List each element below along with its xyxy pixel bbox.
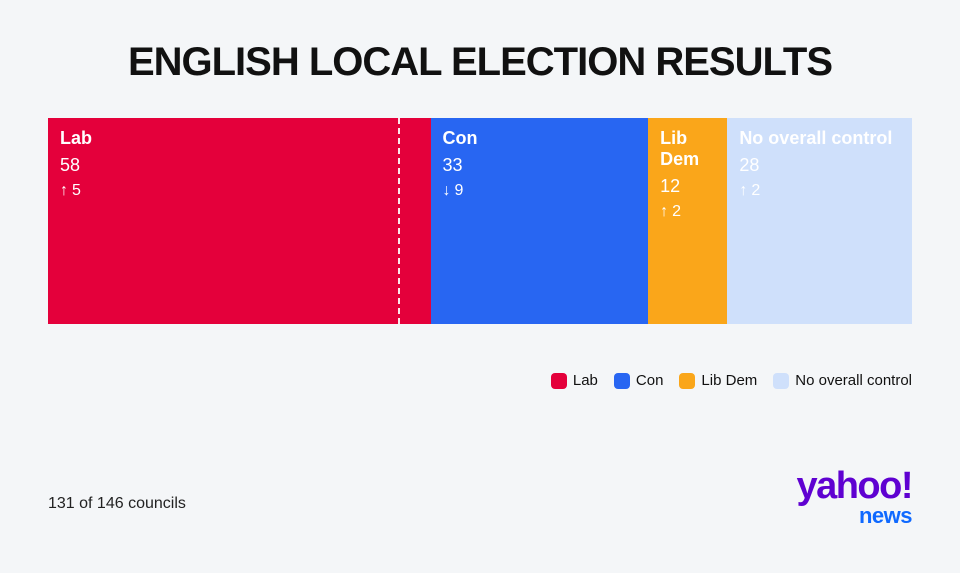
legend-item: Lib Dem <box>679 372 757 389</box>
legend-label: Con <box>636 372 664 389</box>
segment-label: Lab <box>60 128 419 149</box>
arrow-down-icon: ↓ <box>443 183 451 199</box>
segment-value: 12 <box>660 176 715 197</box>
segment-change: ↓9 <box>443 182 637 200</box>
segment-label: Con <box>443 128 637 149</box>
footer-count-note: 131 of 146 councils <box>48 495 186 513</box>
segment-divider <box>398 118 400 324</box>
segment-lab: Lab 58 ↑5 <box>48 118 431 324</box>
segment-label: Lib Dem <box>660 128 715 170</box>
legend-label: Lab <box>573 372 598 389</box>
yahoo-wordmark: yahoo! <box>796 467 912 505</box>
segment-con: Con 33 ↓9 <box>431 118 649 324</box>
segment-noc: No overall control 28 ↑2 <box>727 118 912 324</box>
legend-item: Con <box>614 372 664 389</box>
segment-change-value: 5 <box>72 182 81 200</box>
segment-label: No overall control <box>739 128 900 149</box>
segment-change: ↑5 <box>60 182 419 200</box>
segment-change-value: 2 <box>751 182 760 200</box>
segment-change-value: 2 <box>672 203 681 221</box>
legend-item: Lab <box>551 372 598 389</box>
legend-label: No overall control <box>795 372 912 389</box>
segment-value: 28 <box>739 155 900 176</box>
results-bar-chart: Lab58↑5Con33↓9Lib Dem12↑2No overall cont… <box>48 118 912 324</box>
segment-change: ↑2 <box>739 182 900 200</box>
segment-value: 58 <box>60 155 419 176</box>
legend-swatch <box>551 373 567 389</box>
segment-ld: Lib Dem 12 ↑2 <box>648 118 727 324</box>
page-title: ENGLISH LOCAL ELECTION RESULTS <box>0 40 960 85</box>
arrow-up-icon: ↑ <box>660 204 668 220</box>
segment-change: ↑2 <box>660 203 715 221</box>
chart-legend: Lab Con Lib Dem No overall control <box>551 372 912 389</box>
segment-change-value: 9 <box>455 182 464 200</box>
legend-swatch <box>773 373 789 389</box>
legend-swatch <box>614 373 630 389</box>
legend-item: No overall control <box>773 372 912 389</box>
legend-label: Lib Dem <box>701 372 757 389</box>
legend-swatch <box>679 373 695 389</box>
logo-bang-icon: ! <box>901 465 912 507</box>
arrow-up-icon: ↑ <box>60 183 68 199</box>
arrow-up-icon: ↑ <box>739 183 747 199</box>
segment-value: 33 <box>443 155 637 176</box>
yahoo-news-logo: yahoo! news <box>796 467 912 529</box>
logo-word: yahoo <box>796 465 900 507</box>
